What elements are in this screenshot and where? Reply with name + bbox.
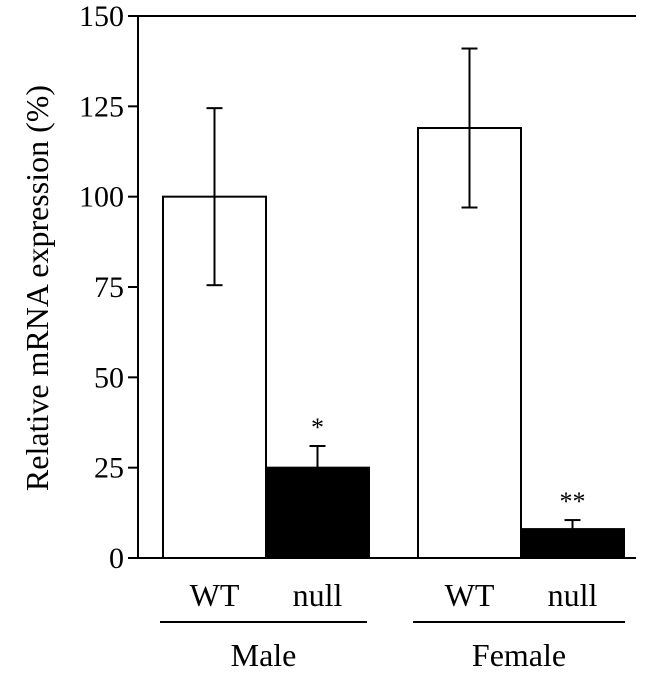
y-axis-title: Relative mRNA expression (%) (19, 85, 55, 491)
y-tick-label: 125 (79, 90, 124, 123)
y-tick-label: 25 (94, 452, 124, 485)
y-tick-label: 75 (94, 271, 124, 304)
category-label-null: null (293, 577, 343, 613)
group-label-female: Female (472, 637, 566, 673)
group-label-male: Male (231, 637, 297, 673)
bar-female-null (520, 528, 625, 559)
y-tick-label: 100 (79, 181, 124, 214)
bars (162, 47, 625, 560)
significance-marker: ** (560, 487, 586, 516)
category-label-wt: WT (445, 577, 495, 613)
y-tick-label: 50 (94, 361, 124, 394)
y-tick-label: 150 (79, 0, 124, 33)
significance-marker: * (311, 413, 324, 442)
labels: WT * null Male WT ** null Female (160, 413, 625, 673)
category-label-null: null (548, 577, 598, 613)
category-label-wt: WT (190, 577, 240, 613)
y-tick-label: 0 (109, 542, 124, 575)
bar-male-null (265, 466, 370, 559)
axes: 0 25 50 75 100 125 150 (79, 0, 636, 575)
